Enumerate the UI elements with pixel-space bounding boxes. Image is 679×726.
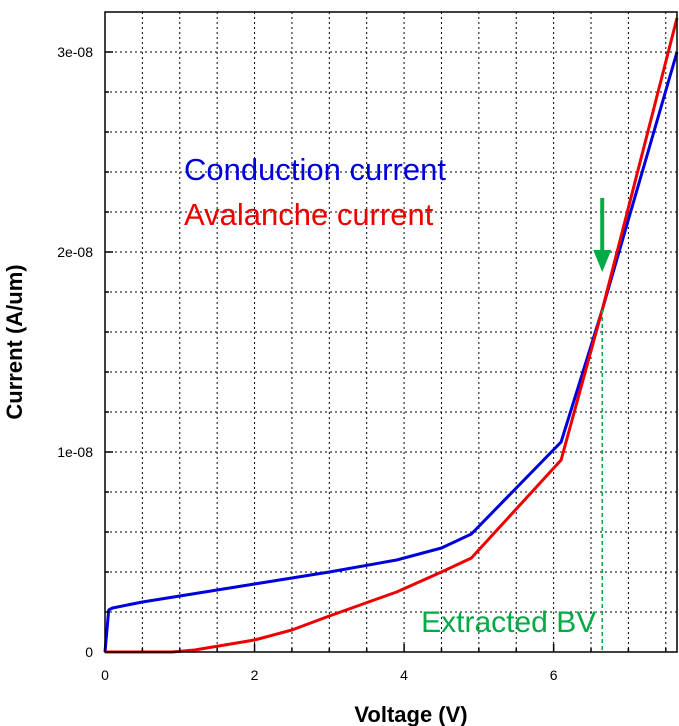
bv-arrow-head <box>593 250 612 272</box>
x-tick-label: 6 <box>550 667 558 683</box>
y-tick-label: 3e-08 <box>57 44 93 60</box>
y-tick-label: 0 <box>85 644 93 660</box>
legend: Conduction current Avalanche current <box>184 152 446 232</box>
bv-annotation-label: Extracted BV <box>421 606 596 639</box>
y-tick-label: 1e-08 <box>57 444 93 460</box>
annotation-layer: Extracted BV <box>421 198 612 652</box>
legend-entry: Avalanche current <box>184 197 434 232</box>
y-axis-title: Current (A/um) <box>2 264 27 419</box>
legend-entry: Conduction current <box>184 152 446 187</box>
y-tick-label: 2e-08 <box>57 244 93 260</box>
x-tick-label: 4 <box>400 667 408 683</box>
conduction-current-line <box>103 51 679 653</box>
x-tick-label: 0 <box>101 667 109 683</box>
grid-lines <box>105 12 677 652</box>
x-axis-title: Voltage (V) <box>354 702 467 726</box>
x-tick-label: 2 <box>251 667 259 683</box>
tick-layer: 0 2 4 6 0 1e-08 2e-08 3e-08 <box>57 44 667 683</box>
